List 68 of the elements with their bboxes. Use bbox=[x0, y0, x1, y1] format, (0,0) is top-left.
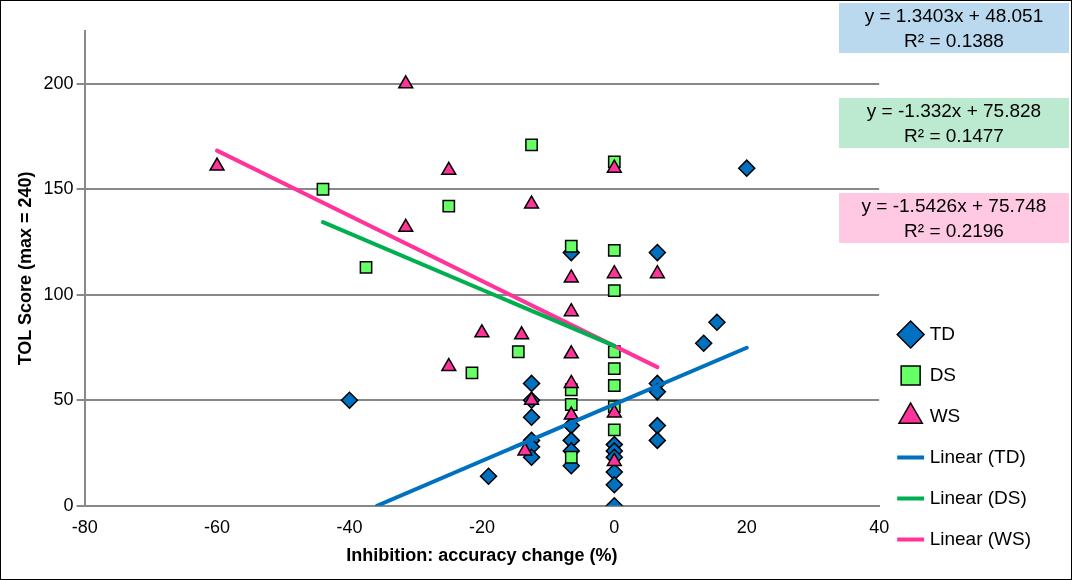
legend-label: Linear (WS) bbox=[929, 527, 1031, 549]
point bbox=[398, 75, 414, 89]
point bbox=[525, 138, 538, 152]
x-tick-label: 20 bbox=[736, 516, 757, 537]
point bbox=[442, 199, 456, 213]
x-tick-label: -20 bbox=[468, 516, 495, 537]
y-tick-label: 0 bbox=[63, 494, 74, 515]
point bbox=[648, 431, 667, 450]
point bbox=[564, 239, 578, 253]
point bbox=[316, 182, 330, 196]
point bbox=[441, 161, 457, 176]
annotation: y = 1.3403x + 48.051 R² = 0.1388 bbox=[839, 3, 1069, 53]
point bbox=[607, 362, 621, 376]
point bbox=[694, 334, 713, 353]
point bbox=[523, 195, 540, 209]
point bbox=[607, 423, 621, 437]
point bbox=[648, 416, 667, 435]
point bbox=[522, 374, 541, 393]
point bbox=[359, 260, 373, 274]
point bbox=[564, 398, 578, 411]
point bbox=[605, 475, 624, 494]
x-tick-label: -60 bbox=[204, 516, 231, 537]
point bbox=[563, 345, 579, 359]
legend-label: TD bbox=[929, 322, 955, 344]
x-tick-label: -40 bbox=[336, 516, 363, 537]
annotation: y = -1.5426x + 75.748 R² = 0.2196 bbox=[839, 193, 1069, 243]
point bbox=[606, 159, 622, 173]
point bbox=[340, 391, 359, 410]
point bbox=[649, 264, 666, 279]
point bbox=[648, 243, 667, 262]
point bbox=[441, 357, 457, 372]
point bbox=[398, 218, 414, 232]
y-tick-label: 100 bbox=[43, 283, 74, 304]
point bbox=[607, 244, 621, 257]
x-tick-label: 0 bbox=[609, 516, 620, 537]
legend-label: DS bbox=[929, 363, 957, 385]
annotation: y = -1.332x + 75.828 R² = 0.1477 bbox=[839, 98, 1069, 148]
y-tick-label: 150 bbox=[43, 178, 74, 199]
x-tick-label: 40 bbox=[869, 516, 890, 537]
point bbox=[522, 408, 541, 426]
point bbox=[563, 406, 579, 420]
point bbox=[474, 324, 490, 338]
point bbox=[563, 374, 579, 389]
point bbox=[563, 302, 579, 317]
point bbox=[513, 326, 530, 340]
legend-label: Linear (DS) bbox=[929, 486, 1027, 508]
point bbox=[517, 442, 533, 456]
x-tick-label: -80 bbox=[71, 516, 98, 537]
legend-label: WS bbox=[929, 404, 961, 426]
point bbox=[209, 157, 225, 171]
point bbox=[523, 391, 540, 406]
point bbox=[606, 404, 622, 418]
y-tick-label: 200 bbox=[43, 72, 74, 93]
legend-label: Linear (TD) bbox=[929, 445, 1026, 467]
point bbox=[606, 452, 622, 467]
point bbox=[606, 264, 622, 279]
point bbox=[708, 313, 726, 331]
point bbox=[511, 345, 525, 359]
point bbox=[479, 467, 498, 486]
point bbox=[737, 159, 756, 177]
point bbox=[563, 269, 579, 283]
point bbox=[607, 284, 621, 297]
point bbox=[465, 366, 479, 380]
x-axis-title: Inhibition: accuracy change (%) bbox=[346, 545, 618, 566]
y-axis-title: TOL Score (max = 240) bbox=[14, 171, 35, 366]
point bbox=[607, 379, 621, 392]
y-tick-label: 50 bbox=[53, 389, 74, 410]
point bbox=[564, 450, 578, 464]
